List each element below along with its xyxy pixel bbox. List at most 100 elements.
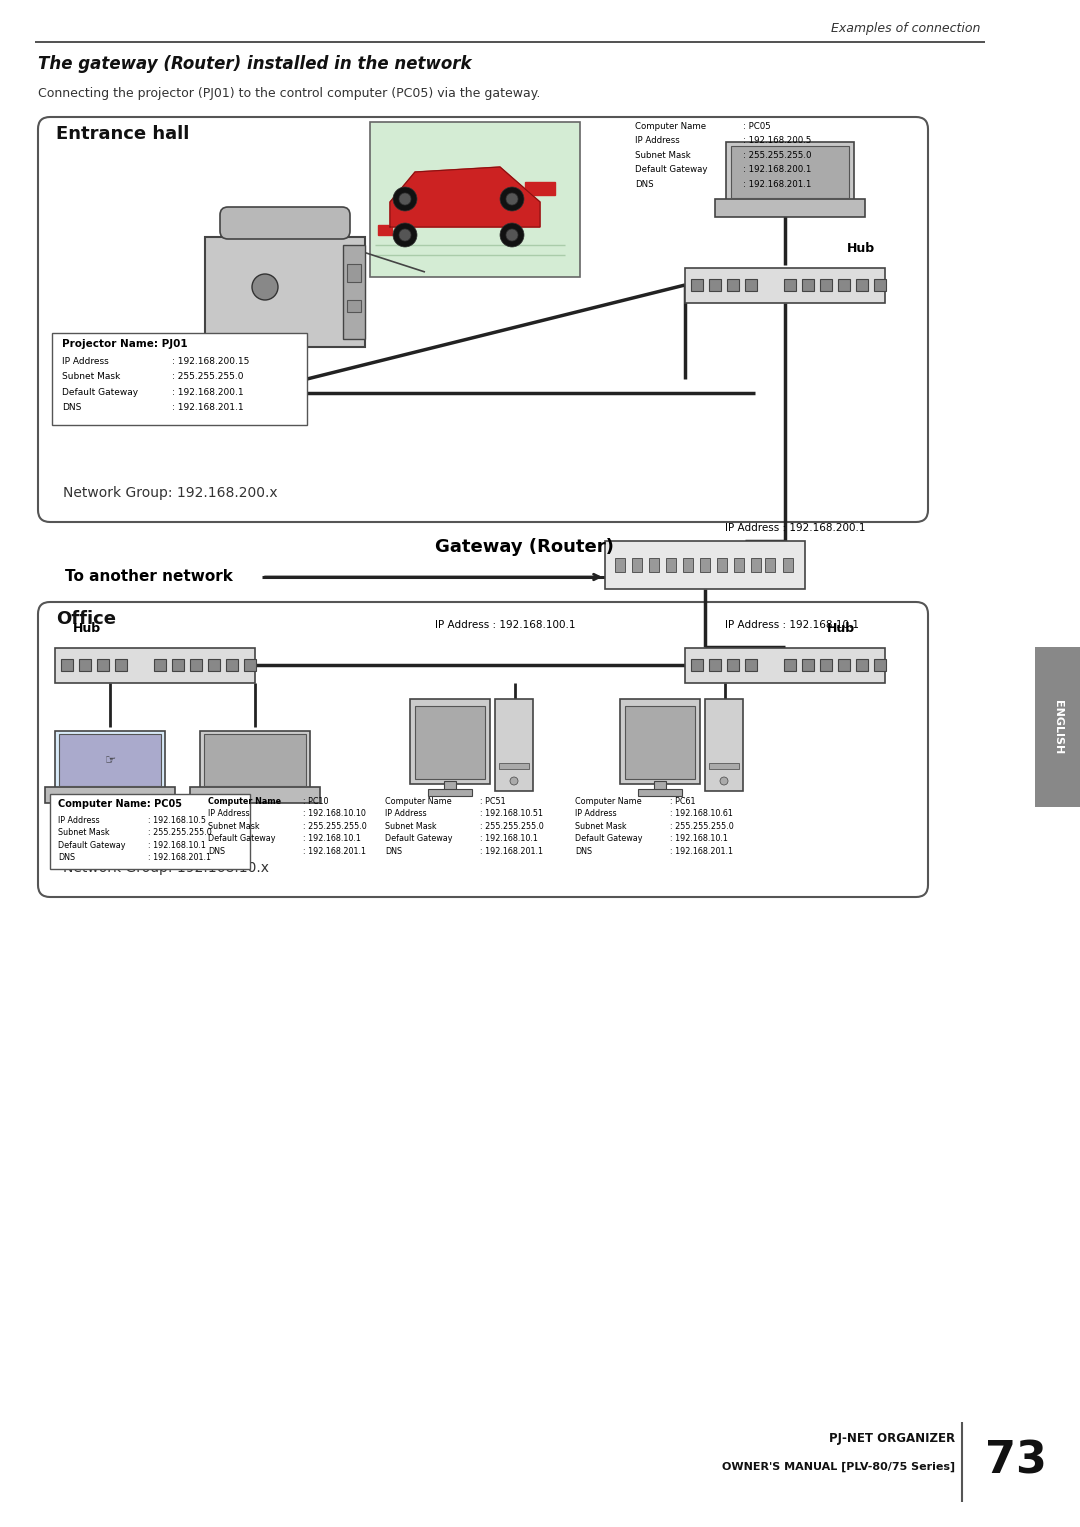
Bar	[683, 557, 693, 573]
Text: DNS: DNS	[635, 180, 653, 189]
Bar	[685, 647, 885, 683]
Bar	[717, 557, 727, 573]
Bar	[691, 279, 703, 292]
Bar	[615, 557, 625, 573]
Bar	[705, 699, 743, 791]
Text: Connecting the projector (PJ01) to the control computer (PC05) via the gateway.: Connecting the projector (PJ01) to the c…	[38, 87, 540, 99]
Bar	[605, 541, 805, 589]
Text: PJ-NET ORGANIZER: PJ-NET ORGANIZER	[828, 1432, 955, 1445]
Text: Default Gateway: Default Gateway	[62, 388, 138, 397]
Bar	[838, 660, 850, 670]
Text: Computer Name: PC05: Computer Name: PC05	[58, 799, 183, 809]
Bar	[190, 660, 202, 670]
Bar	[428, 789, 472, 796]
Bar	[200, 731, 310, 789]
Text: Projector Name: PJ01: Projector Name: PJ01	[62, 339, 188, 350]
Circle shape	[393, 223, 417, 247]
Text: IP Address: IP Address	[635, 136, 679, 145]
Text: IP Address : 192.168.200.1: IP Address : 192.168.200.1	[725, 524, 865, 533]
Bar	[784, 279, 796, 292]
Bar	[685, 267, 885, 302]
Text: Default Gateway: Default Gateway	[208, 834, 275, 843]
Bar	[734, 557, 744, 573]
Bar	[114, 660, 127, 670]
Circle shape	[507, 229, 518, 241]
Text: Hub: Hub	[847, 241, 875, 255]
Text: : 192.168.10.5: : 192.168.10.5	[148, 815, 206, 825]
Bar	[802, 279, 814, 292]
Text: Subnet Mask: Subnet Mask	[384, 822, 436, 831]
Text: : 192.168.200.15: : 192.168.200.15	[172, 357, 249, 366]
Bar	[874, 660, 886, 670]
Text: IP Address: IP Address	[575, 809, 617, 818]
Text: IP Address : 192.168.100.1: IP Address : 192.168.100.1	[435, 620, 576, 631]
Text: IP Address: IP Address	[384, 809, 427, 818]
Text: Network Group: 192.168.10.x: Network Group: 192.168.10.x	[63, 861, 269, 875]
Bar	[820, 660, 832, 670]
Circle shape	[500, 223, 524, 247]
Bar	[745, 279, 757, 292]
Text: : 255.255.255.0: : 255.255.255.0	[172, 373, 243, 382]
Text: Subnet Mask: Subnet Mask	[635, 151, 691, 160]
Bar	[79, 660, 91, 670]
Text: : 192.168.201.1: : 192.168.201.1	[148, 854, 211, 863]
Text: : 192.168.10.51: : 192.168.10.51	[480, 809, 543, 818]
Bar	[347, 264, 361, 282]
Bar	[370, 122, 580, 276]
Bar	[856, 660, 868, 670]
Bar	[727, 660, 739, 670]
Circle shape	[252, 273, 278, 299]
Text: : 192.168.10.61: : 192.168.10.61	[670, 809, 733, 818]
Text: : 255.255.255.0: : 255.255.255.0	[480, 822, 543, 831]
Text: Office: Office	[56, 609, 116, 628]
Bar	[784, 660, 796, 670]
Bar	[58, 734, 161, 786]
Text: : 255.255.255.0: : 255.255.255.0	[303, 822, 367, 831]
Text: : 192.168.201.1: : 192.168.201.1	[743, 180, 811, 189]
Bar	[97, 660, 109, 670]
Bar	[52, 333, 307, 425]
Bar	[691, 660, 703, 670]
Text: Computer Name: Computer Name	[575, 797, 642, 806]
Text: IP Address: IP Address	[58, 815, 99, 825]
Text: : 192.168.200.1: : 192.168.200.1	[172, 388, 244, 397]
Bar	[838, 279, 850, 292]
Bar	[154, 660, 166, 670]
Circle shape	[399, 192, 411, 205]
Polygon shape	[525, 182, 555, 195]
Bar	[1035, 647, 1080, 806]
Text: 73: 73	[985, 1438, 1047, 1483]
Text: Network Group: 192.168.200.x: Network Group: 192.168.200.x	[63, 486, 278, 499]
Bar	[55, 731, 165, 789]
Text: : PC51: : PC51	[480, 797, 505, 806]
Text: : 192.168.10.1: : 192.168.10.1	[148, 841, 206, 851]
Text: Examples of connection: Examples of connection	[831, 21, 980, 35]
Text: : 192.168.201.1: : 192.168.201.1	[480, 847, 543, 857]
Bar	[727, 279, 739, 292]
Text: The gateway (Router) installed in the network: The gateway (Router) installed in the ne…	[38, 55, 472, 73]
Text: DNS: DNS	[208, 847, 225, 857]
Text: Hub: Hub	[827, 621, 855, 635]
Bar	[708, 660, 721, 670]
Bar	[783, 557, 793, 573]
Text: ENGLISH: ENGLISH	[1053, 699, 1063, 754]
Text: To another network: To another network	[65, 570, 233, 585]
Bar	[226, 660, 238, 670]
Text: : 192.168.200.1: : 192.168.200.1	[743, 165, 811, 174]
Bar	[499, 764, 529, 770]
Circle shape	[510, 777, 518, 785]
Text: DNS: DNS	[575, 847, 592, 857]
Bar	[666, 557, 676, 573]
Text: OWNER'S MANUAL [PLV-80/75 Series]: OWNER'S MANUAL [PLV-80/75 Series]	[721, 1461, 955, 1472]
Text: Default Gateway: Default Gateway	[384, 834, 453, 843]
Bar	[745, 660, 757, 670]
Bar	[765, 557, 775, 573]
Text: DNS: DNS	[384, 847, 402, 857]
Bar	[708, 764, 739, 770]
Bar	[620, 699, 700, 783]
Text: IP Address: IP Address	[62, 357, 109, 366]
Bar	[415, 705, 485, 779]
Text: : 192.168.200.5: : 192.168.200.5	[743, 136, 811, 145]
Circle shape	[720, 777, 728, 785]
Bar	[654, 780, 666, 791]
